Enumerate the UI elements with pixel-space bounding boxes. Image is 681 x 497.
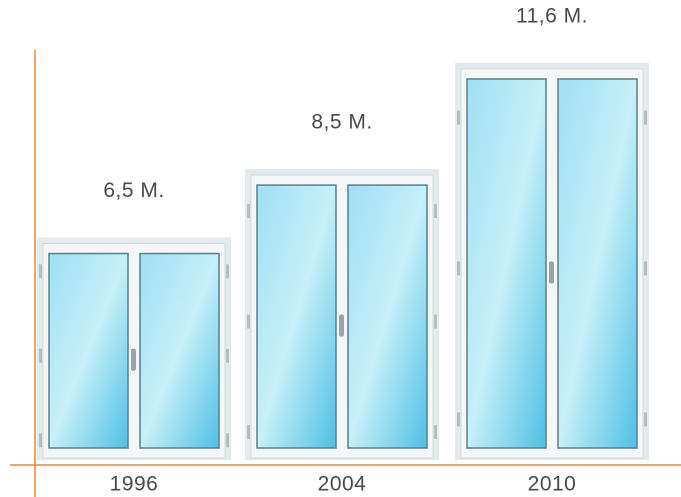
glass-pane [467,79,546,448]
glass-pane [348,185,427,448]
hinge [247,315,250,329]
hinge [226,349,229,363]
value-label: 11,6 M. [516,5,588,28]
hinge [39,433,42,447]
window [37,238,231,460]
hinge [247,425,250,439]
value-label: 6,5 M. [103,179,164,202]
glass-pane [558,79,637,448]
hinge [644,262,647,276]
hinge [457,111,460,125]
glass-pane [257,185,336,448]
hinge [247,204,250,218]
glass-pane [49,254,128,448]
x-tick-label: 2004 [318,473,367,496]
handle [339,315,344,337]
hinge [226,433,229,447]
hinge [434,315,437,329]
hinge [226,264,229,278]
hinge [457,262,460,276]
hinge [434,425,437,439]
hinge [644,111,647,125]
handle [131,349,136,371]
x-tick-label: 1996 [110,473,159,496]
x-tick-label: 2010 [528,473,577,496]
hinge [457,412,460,426]
value-label: 8,5 M. [311,111,372,134]
glass-pane [140,254,219,448]
hinge [39,264,42,278]
hinge [434,204,437,218]
window [245,169,439,460]
hinge [644,412,647,426]
hinge [39,349,42,363]
handle [549,262,554,284]
chart: 6,5 M. 1996 8,5 M. 2004 11,6 M. 2010 [0,0,681,497]
window [455,63,649,460]
